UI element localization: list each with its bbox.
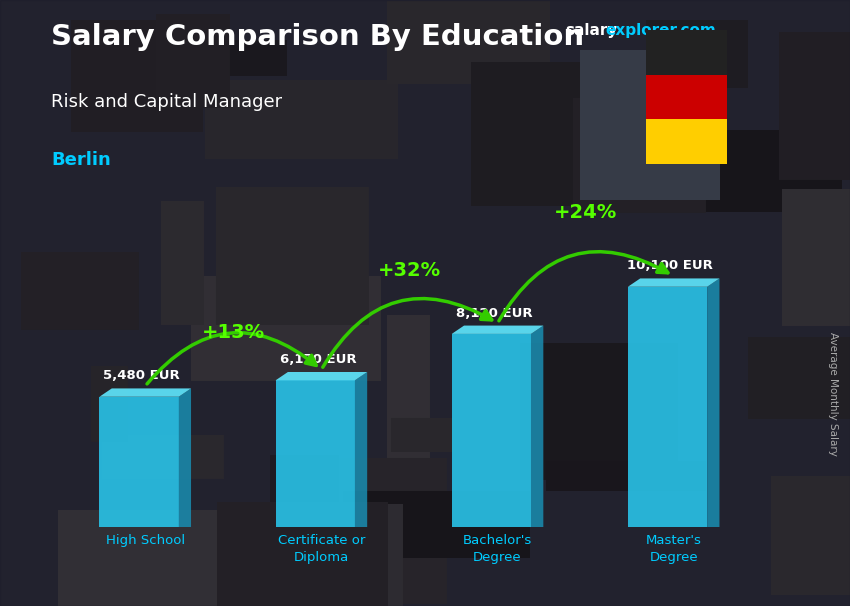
Text: Bachelor's
Degree: Bachelor's Degree (463, 534, 532, 564)
Bar (646, 75, 727, 119)
Text: explorer.com: explorer.com (605, 23, 716, 38)
Polygon shape (451, 334, 531, 527)
Text: 6,170 EUR: 6,170 EUR (280, 353, 356, 366)
Text: Risk and Capital Manager: Risk and Capital Manager (51, 93, 282, 111)
Text: Master's
Degree: Master's Degree (646, 534, 701, 564)
Text: salary: salary (565, 23, 618, 38)
Bar (646, 30, 727, 75)
Text: Salary Comparison By Education: Salary Comparison By Education (51, 23, 584, 52)
Polygon shape (178, 388, 191, 527)
Text: Berlin: Berlin (51, 152, 110, 169)
Polygon shape (275, 372, 367, 381)
Text: +13%: +13% (201, 322, 265, 342)
Polygon shape (531, 325, 543, 527)
Polygon shape (451, 325, 543, 334)
Text: Average Monthly Salary: Average Monthly Salary (828, 332, 838, 456)
Polygon shape (275, 381, 354, 527)
Text: 5,480 EUR: 5,480 EUR (104, 370, 180, 382)
Polygon shape (99, 397, 178, 527)
Bar (646, 119, 727, 164)
Text: High School: High School (105, 534, 184, 547)
Text: +24%: +24% (554, 204, 617, 222)
Polygon shape (707, 278, 719, 527)
Text: +32%: +32% (378, 261, 441, 279)
Text: 8,120 EUR: 8,120 EUR (456, 307, 532, 319)
Text: 10,100 EUR: 10,100 EUR (627, 259, 713, 273)
Polygon shape (99, 388, 191, 397)
Text: Certificate or
Diploma: Certificate or Diploma (278, 534, 365, 564)
Polygon shape (354, 372, 367, 527)
Polygon shape (628, 278, 719, 287)
Polygon shape (628, 287, 707, 527)
